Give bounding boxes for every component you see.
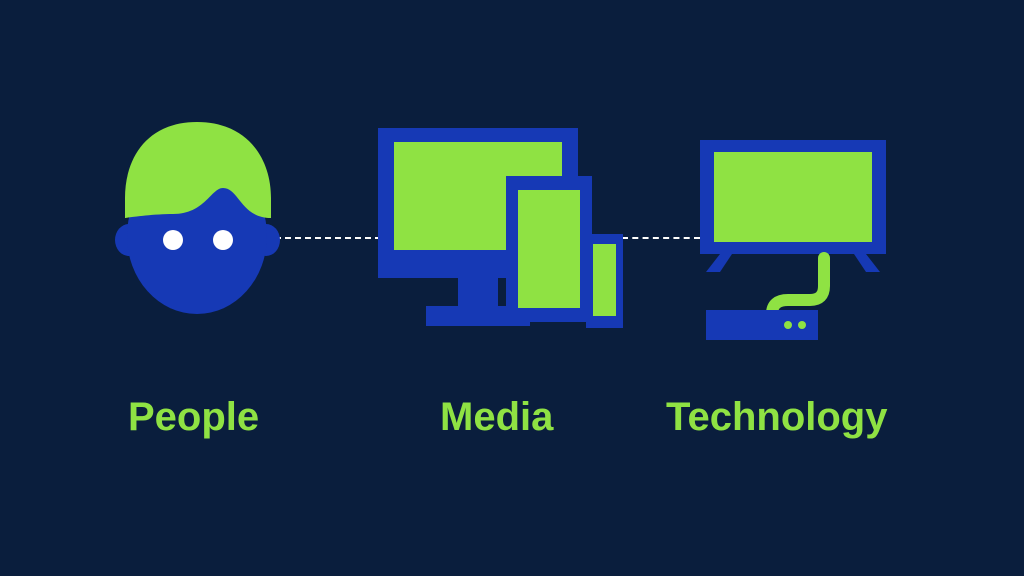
tv-box-icon [696,140,896,340]
diagram-canvas: People Media [0,0,1024,576]
connector-media-technology [622,237,700,239]
people-label: People [128,395,259,440]
media-label: Media [440,395,553,440]
people-group [115,118,280,318]
media-group [378,128,623,333]
technology-label: Technology [666,395,887,440]
technology-group [696,140,896,340]
devices-icon [378,128,623,333]
person-icon [115,118,280,318]
